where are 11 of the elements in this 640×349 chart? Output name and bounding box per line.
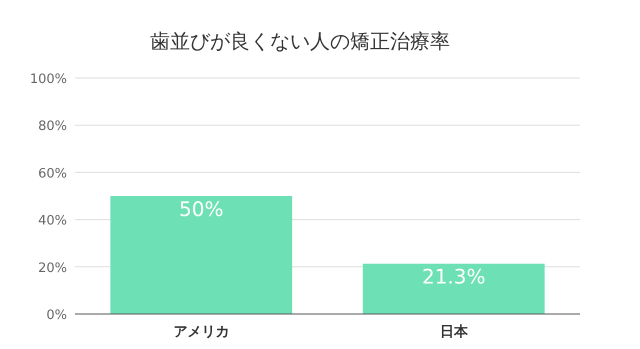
x-tick-label: 日本 — [440, 324, 469, 340]
y-tick-label: 100% — [30, 72, 67, 87]
x-tick-label: アメリカ — [173, 324, 230, 340]
y-tick-label: 20% — [38, 260, 67, 276]
chart-title: 歯並びが良くない人の矯正治療率 — [150, 29, 450, 53]
y-tick-label: 60% — [38, 166, 67, 182]
y-tick-label: 0% — [46, 308, 67, 323]
y-tick-label: 80% — [38, 119, 67, 134]
data-label: 50% — [179, 197, 224, 221]
data-label: 21.3% — [422, 264, 486, 289]
y-tick-label: 40% — [38, 214, 67, 229]
